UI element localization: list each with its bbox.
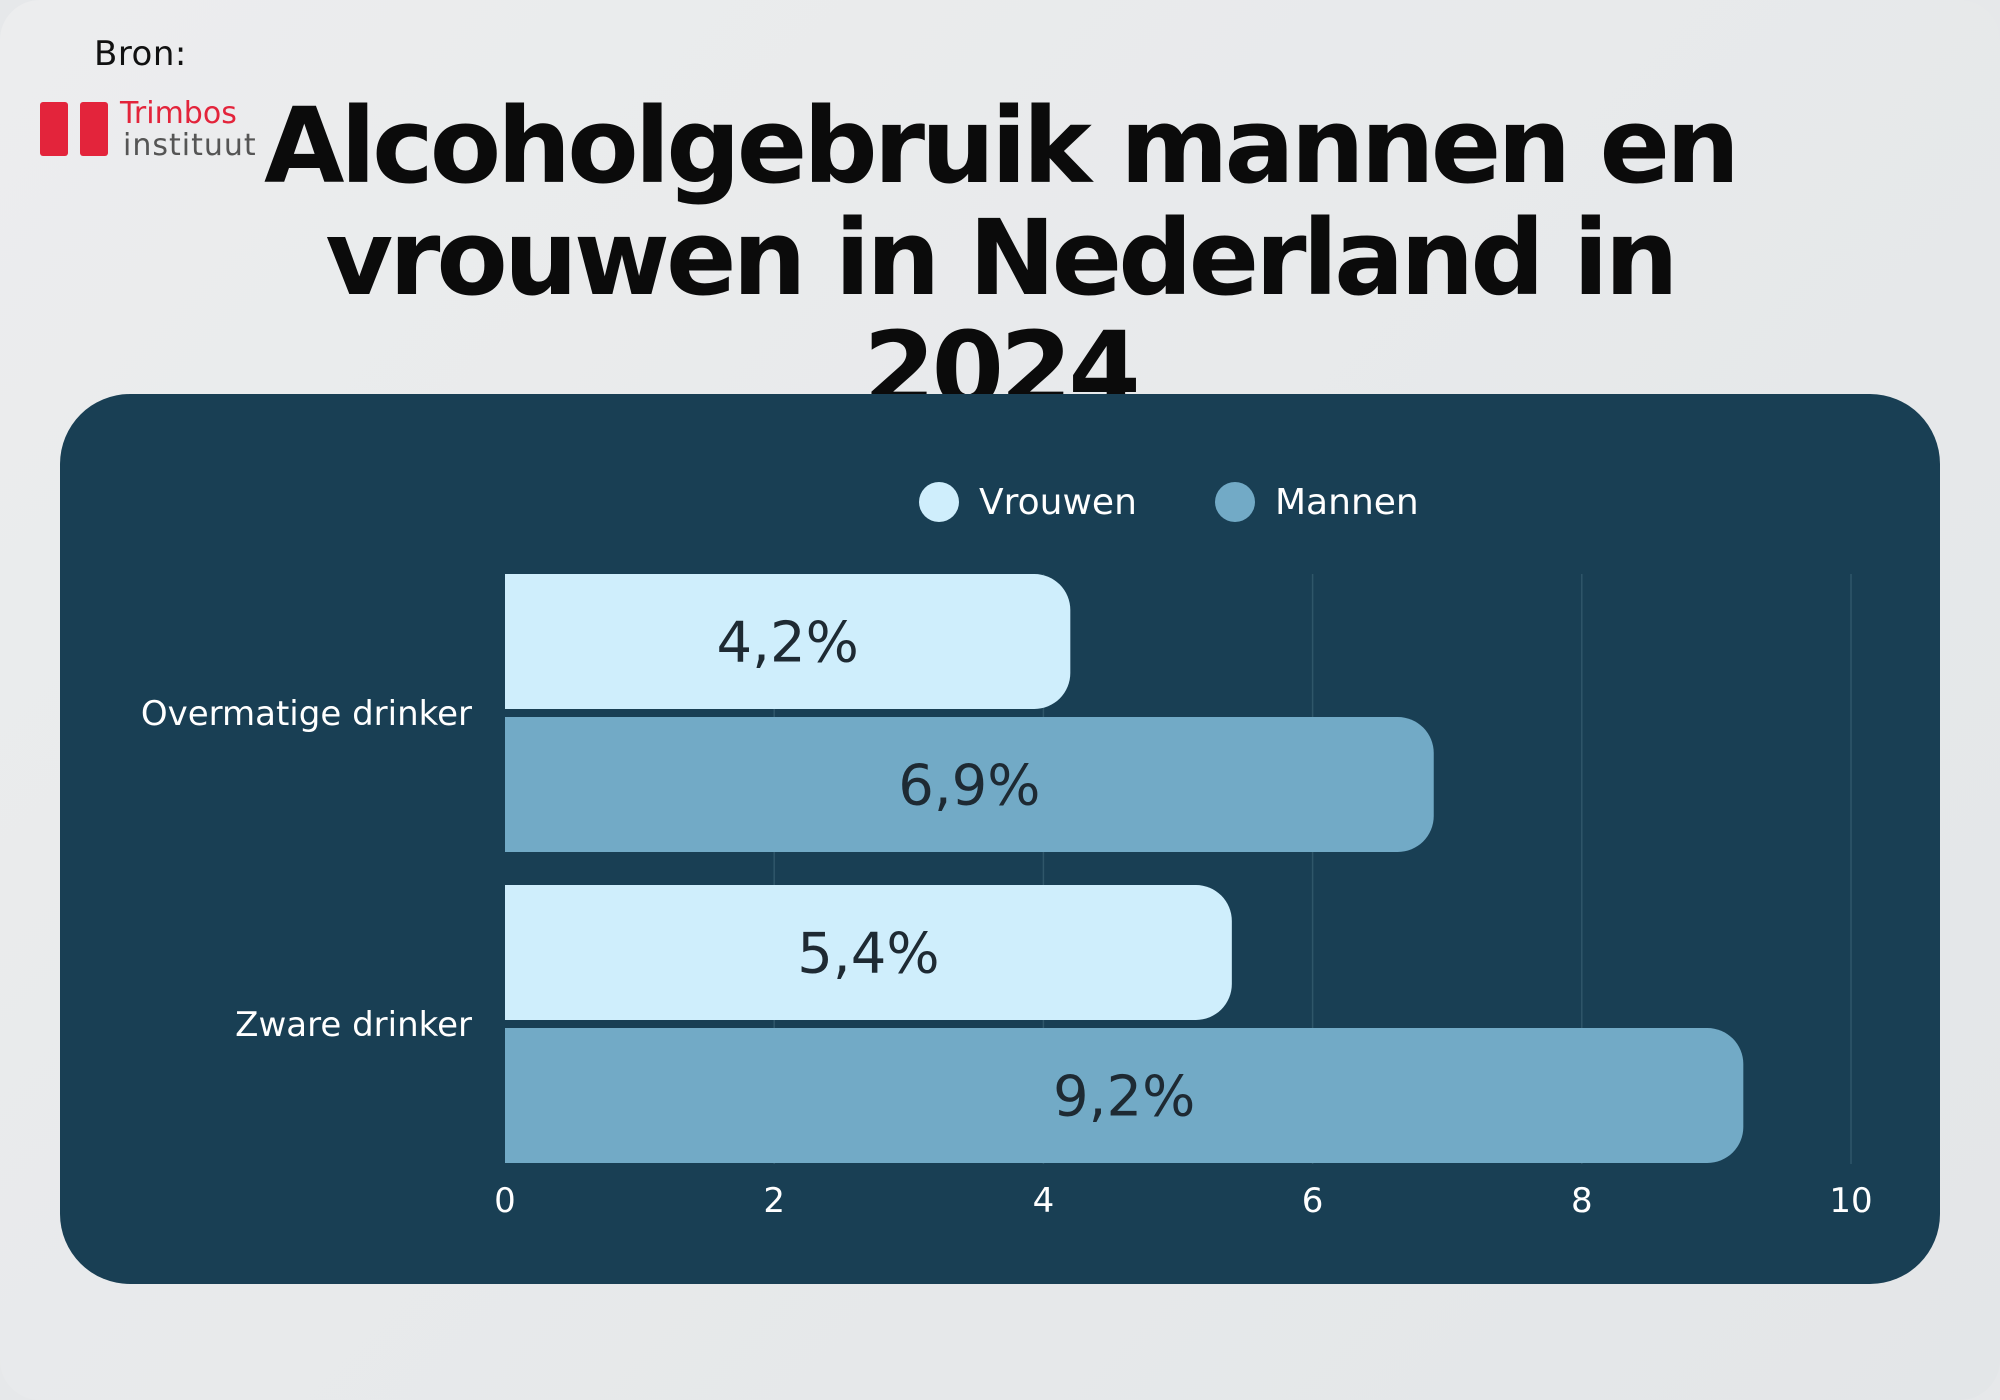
source-label: Bron: <box>94 34 187 74</box>
data-label: 6,9% <box>898 754 1040 819</box>
trimbos-logo: Trimbos instituut <box>40 96 270 168</box>
bar-vrouwen-1 <box>505 574 1071 709</box>
bar-chart: 0 2 4 6 8 10 4,2% 6,9% Overmatige drinker 5,4% 9,2… <box>141 482 1873 1221</box>
logo-brand-name: Trimbos <box>120 96 237 131</box>
chart-title-line-2: vrouwen in Nederland in 2024 <box>325 197 1678 431</box>
data-label: 4,2% <box>717 611 859 676</box>
bar-vrouwen-2 <box>505 885 1232 1020</box>
data-label: 9,2% <box>1053 1065 1195 1130</box>
x-tick-label: 2 <box>763 1181 785 1221</box>
logo-brand-subtitle: instituut <box>123 128 257 163</box>
x-tick-label: 6 <box>1302 1181 1324 1221</box>
logo-mark-right <box>80 102 108 156</box>
chart-panel: 0 2 4 6 8 10 4,2% 6,9% Overmatige drinker 5,4% 9,2… <box>60 394 1940 1284</box>
legend-label: Mannen <box>1275 482 1419 523</box>
data-label: 5,4% <box>797 922 939 987</box>
chart-title-line-1: Alcoholgebruik mannen en <box>263 85 1740 207</box>
legend-swatch-vrouwen <box>919 482 959 522</box>
bar-mannen-1 <box>505 717 1434 852</box>
x-tick-label: 10 <box>1829 1181 1872 1221</box>
x-tick-label: 4 <box>1033 1181 1055 1221</box>
x-tick-label: 0 <box>494 1181 516 1221</box>
category-label: Zware drinker <box>235 1005 472 1045</box>
legend-label: Vrouwen <box>979 482 1137 523</box>
category-label: Overmatige drinker <box>141 694 472 734</box>
chart-title: Alcoholgebruik mannen en vrouwen in Nede… <box>180 90 1820 426</box>
legend-swatch-mannen <box>1215 482 1255 522</box>
logo-mark-left <box>40 102 68 156</box>
bar-mannen-2 <box>505 1028 1744 1163</box>
x-tick-label: 8 <box>1571 1181 1593 1221</box>
